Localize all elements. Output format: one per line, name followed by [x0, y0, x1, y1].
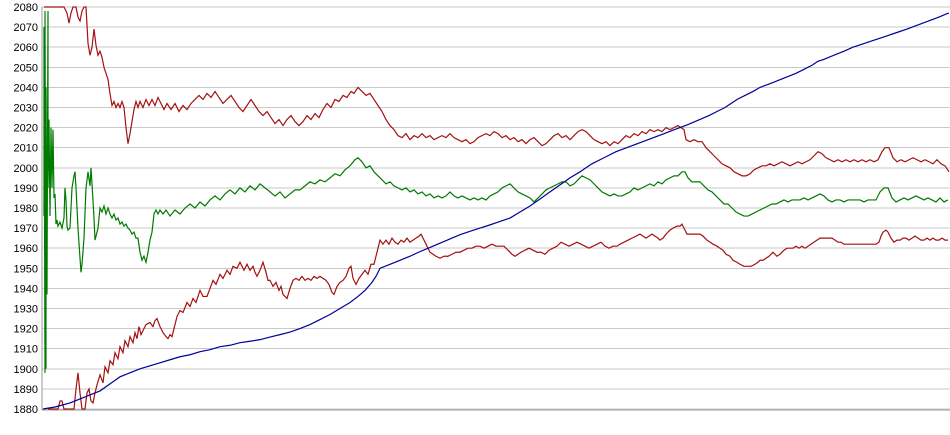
series-blue-line	[42, 12, 950, 410]
y-axis-tick-label: 1920	[14, 324, 38, 336]
y-axis-tick-label: 2080	[14, 2, 38, 14]
y-axis-tick-label: 1900	[14, 364, 38, 376]
axis-lines	[41, 7, 950, 411]
y-axis-tick-label: 2030	[14, 103, 38, 115]
y-axis-tick-label: 2000	[14, 163, 38, 175]
y-axis-tick-label: 1890	[14, 384, 38, 396]
series-lower-dark-red-line	[48, 223, 948, 410]
y-axis-tick-label: 1980	[14, 203, 38, 215]
y-axis-tick-label: 2010	[14, 143, 38, 155]
y-axis-tick-label: 2050	[14, 62, 38, 74]
y-axis-tick-label: 1940	[14, 283, 38, 295]
gridlines	[42, 6, 950, 410]
y-axis-tick-label: 1910	[14, 344, 38, 356]
y-axis-tick-label: 1960	[14, 243, 38, 255]
y-axis-tick-label: 2070	[14, 22, 38, 34]
y-axis-tick-labels: 2080 2070 2060 2050 2040 2030 2020 2010 2000 1990…	[14, 2, 38, 416]
y-axis-tick-label: 1930	[14, 304, 38, 316]
series-upper-dark-red-line	[44, 6, 950, 177]
y-axis-tick-label: 2040	[14, 82, 38, 94]
y-axis-tick-label: 2060	[14, 42, 38, 54]
y-axis-tick-label: 1950	[14, 263, 38, 275]
y-axis-tick-label: 1990	[14, 183, 38, 195]
y-axis-tick-label: 1880	[14, 404, 38, 416]
y-axis-tick-label: 2020	[14, 123, 38, 135]
y-axis-tick-label: 1970	[14, 223, 38, 235]
series-lines	[42, 6, 950, 410]
series-green-line	[43, 11, 949, 373]
